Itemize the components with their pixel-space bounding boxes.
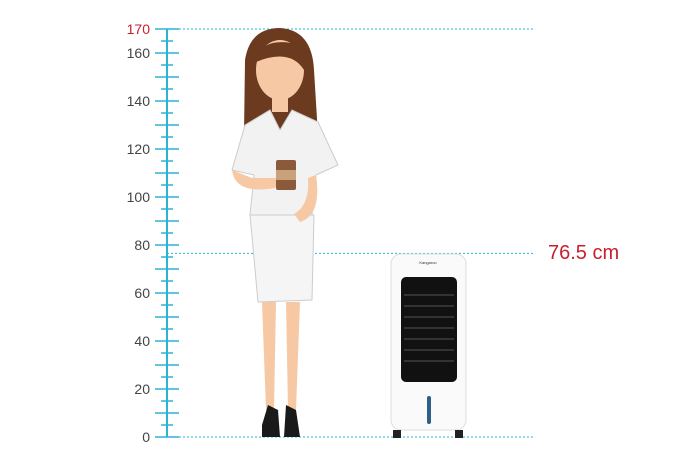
ruler-label: 0 [142,429,150,445]
ruler-label: 140 [127,93,151,109]
brand-logo: Kangaroo [419,260,437,265]
product-height-label: 76.5 cm [548,242,620,264]
water-level-indicator [427,396,431,424]
ruler-label: 160 [127,45,151,61]
ruler-label: 60 [134,285,150,301]
height-ruler: 0 20 40 60 80 100 120 140 160 170 [127,21,179,445]
ruler-label: 80 [134,237,150,253]
ruler-label: 20 [134,381,150,397]
ruler-label: 100 [127,189,151,205]
ruler-label: 120 [127,141,151,157]
woman-figure [231,28,339,437]
air-cooler: Kangaroo [390,253,467,438]
ruler-label: 170 [127,21,151,37]
guide-lines [167,28,535,438]
ruler-label: 40 [134,333,150,349]
